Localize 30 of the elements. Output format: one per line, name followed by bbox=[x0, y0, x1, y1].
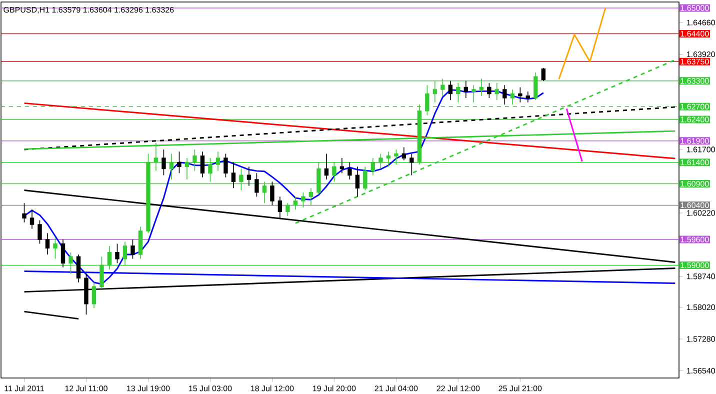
x-tick-label: 22 Jul 12:00 bbox=[436, 385, 480, 392]
y-tick-label: 1.61700 bbox=[686, 146, 715, 152]
x-tick-label: 11 Jul 2011 bbox=[4, 385, 44, 392]
y-tick-label: 1.58740 bbox=[686, 274, 715, 280]
ref-line-label: 1.64400 bbox=[680, 30, 709, 37]
x-tick-label: 21 Jul 04:00 bbox=[374, 385, 418, 392]
ref-line-label: 1.62400 bbox=[680, 116, 709, 122]
x-tick-label: 18 Jul 12:00 bbox=[251, 385, 294, 392]
y-tick-label: 1.56540 bbox=[686, 368, 715, 374]
ref-line-label: 1.61900 bbox=[680, 138, 709, 144]
y-tick-label: 1.58020 bbox=[686, 304, 715, 310]
ref-line-label: 1.62700 bbox=[680, 104, 709, 110]
ref-line-label: 1.65000 bbox=[680, 5, 709, 11]
x-tick-label: 25 Jul 21:00 bbox=[498, 385, 542, 392]
y-tick-label: 1.60220 bbox=[686, 210, 715, 216]
ref-line-label: 1.59600 bbox=[680, 236, 709, 242]
ref-line-label: 1.60900 bbox=[680, 180, 709, 187]
x-tick-label: 12 Jul 11:00 bbox=[65, 385, 108, 392]
ref-line-label: 1.60400 bbox=[680, 202, 709, 208]
ref-line-label: 1.59000 bbox=[680, 262, 709, 268]
ref-line-label: 1.63300 bbox=[680, 78, 709, 84]
x-tick-label: 15 Jul 03:00 bbox=[189, 385, 232, 392]
ref-line-label: 1.63750 bbox=[680, 58, 709, 64]
y-tick-label: 1.63920 bbox=[686, 51, 715, 58]
x-tick-label: 19 Jul 20:00 bbox=[313, 385, 356, 392]
x-tick-label: 13 Jul 19:00 bbox=[127, 385, 170, 392]
y-tick-label: 1.64660 bbox=[686, 20, 715, 26]
ref-line-label: 1.61400 bbox=[680, 160, 709, 166]
text: GBPUSD,H1 1.63579 1.63604 1.63296 1.63326 bbox=[4, 6, 174, 14]
y-tick-label: 1.57280 bbox=[686, 336, 715, 342]
